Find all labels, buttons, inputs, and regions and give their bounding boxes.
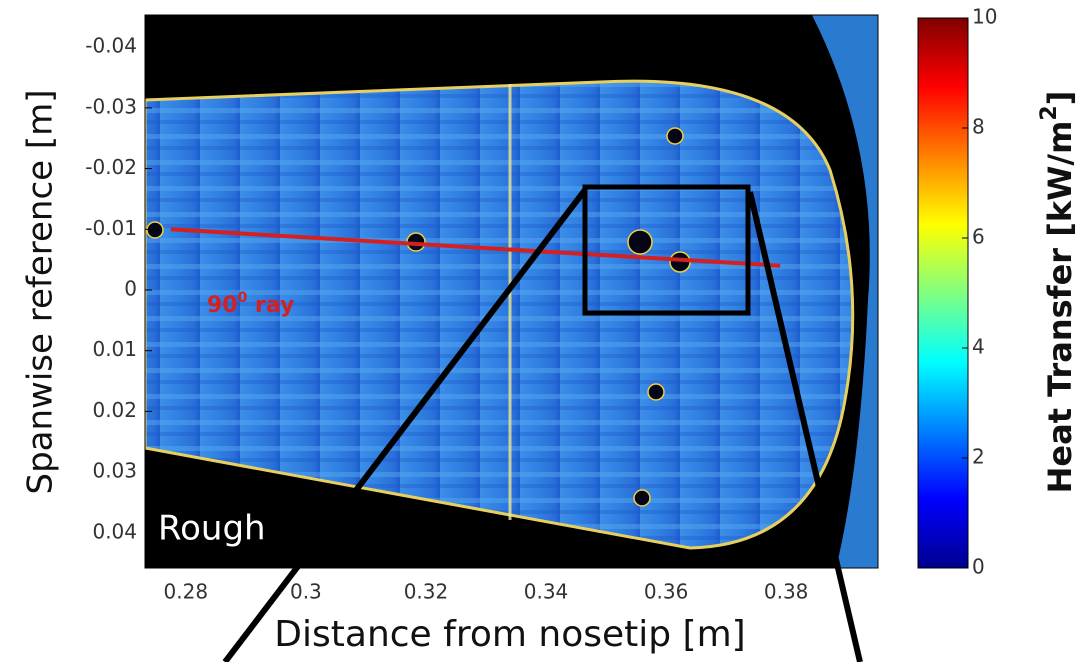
heatmap-image: 900 ray Rough (145, 15, 878, 568)
zoom-box (582, 184, 751, 316)
x-tick-label: 0.34 (524, 580, 569, 604)
y-tick-label: 0.01 (92, 337, 137, 361)
y-tick-label: -0.03 (85, 94, 137, 118)
colorbar-label-rest: ] (1041, 91, 1079, 106)
colorbar-label-sup: 2 (1037, 105, 1062, 120)
y-tick-label: 0 (124, 276, 137, 300)
y-axis-label: Spanwise reference [m] (21, 89, 61, 494)
x-axis-label: Distance from nosetip [m] (274, 614, 745, 655)
colorbar-label-base: Heat Transfer [kW/m (1041, 121, 1079, 494)
x-tick-label: 0.36 (644, 580, 689, 604)
ray-label: 900 ray (207, 290, 294, 318)
ray-label-base: 90 (207, 293, 238, 318)
ray-label-sup: 0 (238, 290, 248, 306)
plot-frame (144, 14, 879, 569)
y-tick-label: 0.03 (92, 459, 137, 483)
x-tick-label: 0.32 (404, 580, 449, 604)
x-tick-label: 0.38 (764, 580, 809, 604)
annotation: Rough (158, 509, 266, 549)
x-tick-label: 0.28 (164, 580, 209, 604)
x-tick-label: 0.3 (290, 580, 322, 604)
colorbar-tick-label: 10 (972, 5, 997, 29)
y-tick-label: -0.01 (85, 216, 137, 240)
colorbar-tick-label: 8 (972, 115, 985, 139)
colorbar-tick-label: 2 (972, 445, 985, 469)
colorbar-tick-label: 0 (972, 555, 985, 579)
colorbar (917, 17, 969, 569)
ray-line (170, 227, 781, 268)
y-tick-label: -0.02 (85, 155, 137, 179)
y-tick-label: -0.04 (85, 34, 137, 58)
colorbar-label: Heat Transfer [kW/m2] (1037, 91, 1079, 494)
zoom-line (222, 188, 588, 664)
colorbar-tick-label: 6 (972, 225, 985, 249)
y-tick-label: 0.02 (92, 398, 137, 422)
colorbar-tick-label: 4 (972, 335, 985, 359)
ray-label-rest: ray (247, 293, 294, 318)
y-tick-label: 0.04 (92, 519, 137, 543)
zoom-line (747, 191, 863, 663)
